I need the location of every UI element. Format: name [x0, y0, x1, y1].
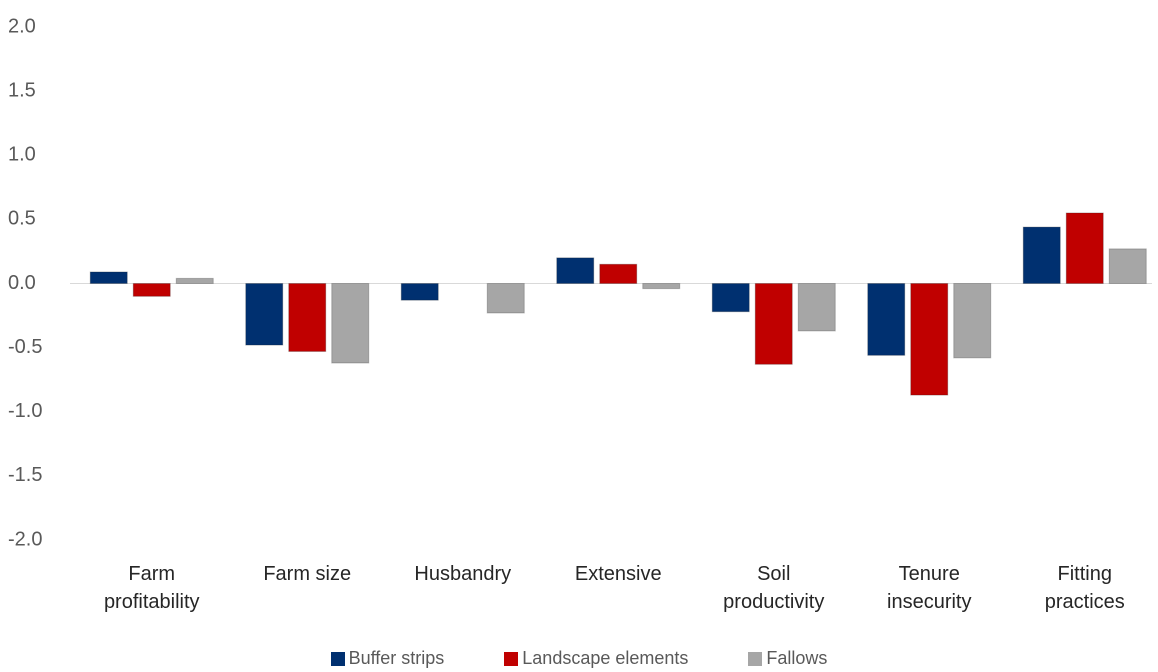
bar — [400, 283, 439, 301]
y-tick-label: -2.0 — [8, 528, 42, 550]
bar — [1022, 226, 1061, 285]
x-tick-label: Fitting practices — [1044, 563, 1125, 613]
bar — [1108, 248, 1147, 284]
x-tick-label: Soil productivity — [723, 563, 825, 613]
bar — [89, 271, 128, 284]
legend-swatch — [330, 651, 345, 666]
legend-item: Buffer strips — [330, 648, 445, 669]
y-tick-label: -0.5 — [8, 336, 42, 358]
y-tick-label: 1.5 — [8, 79, 36, 101]
bar — [910, 283, 949, 396]
bar — [1065, 212, 1104, 284]
x-tick-label: Farm profitability — [103, 563, 200, 613]
bar — [331, 283, 370, 364]
chart: -2.0 -1.5 -1.0 -0.5 0.0 0.5 1.0 1.5 2.0 — [8, 15, 1152, 550]
bar — [288, 283, 327, 352]
y-tick-label: 0.5 — [8, 208, 36, 230]
bar — [245, 283, 284, 346]
x-tick-label: Tenure insecurity — [887, 563, 972, 613]
legend-swatch — [748, 651, 763, 666]
legend-label: Buffer strips — [348, 648, 445, 668]
x-tick-label: Farm size — [263, 563, 352, 585]
legend-item: Fallows — [748, 648, 827, 669]
bar — [175, 277, 214, 284]
bar — [132, 283, 171, 297]
bar — [642, 283, 681, 290]
legend-item: Landscape elements — [504, 648, 688, 669]
legend: Buffer strips Landscape elements Fallows — [0, 648, 1158, 669]
y-tick-label: -1.0 — [8, 400, 42, 422]
y-tick-label: -1.5 — [8, 464, 42, 486]
bar — [711, 283, 750, 313]
legend-label: Fallows — [766, 648, 828, 668]
y-tick-label: 0.0 — [8, 272, 36, 294]
bar — [754, 283, 793, 365]
bar — [556, 257, 595, 285]
x-tick-label: Husbandry — [414, 563, 512, 585]
bar — [953, 283, 992, 359]
bar — [599, 263, 638, 285]
y-tick-label: 1.0 — [8, 144, 36, 166]
legend-label: Landscape elements — [522, 648, 689, 668]
x-tick-label: Extensive — [574, 563, 662, 585]
bar — [867, 283, 906, 356]
bar — [486, 283, 525, 314]
y-tick-label: 2.0 — [8, 15, 36, 37]
legend-swatch — [504, 651, 519, 666]
bar — [797, 283, 836, 332]
